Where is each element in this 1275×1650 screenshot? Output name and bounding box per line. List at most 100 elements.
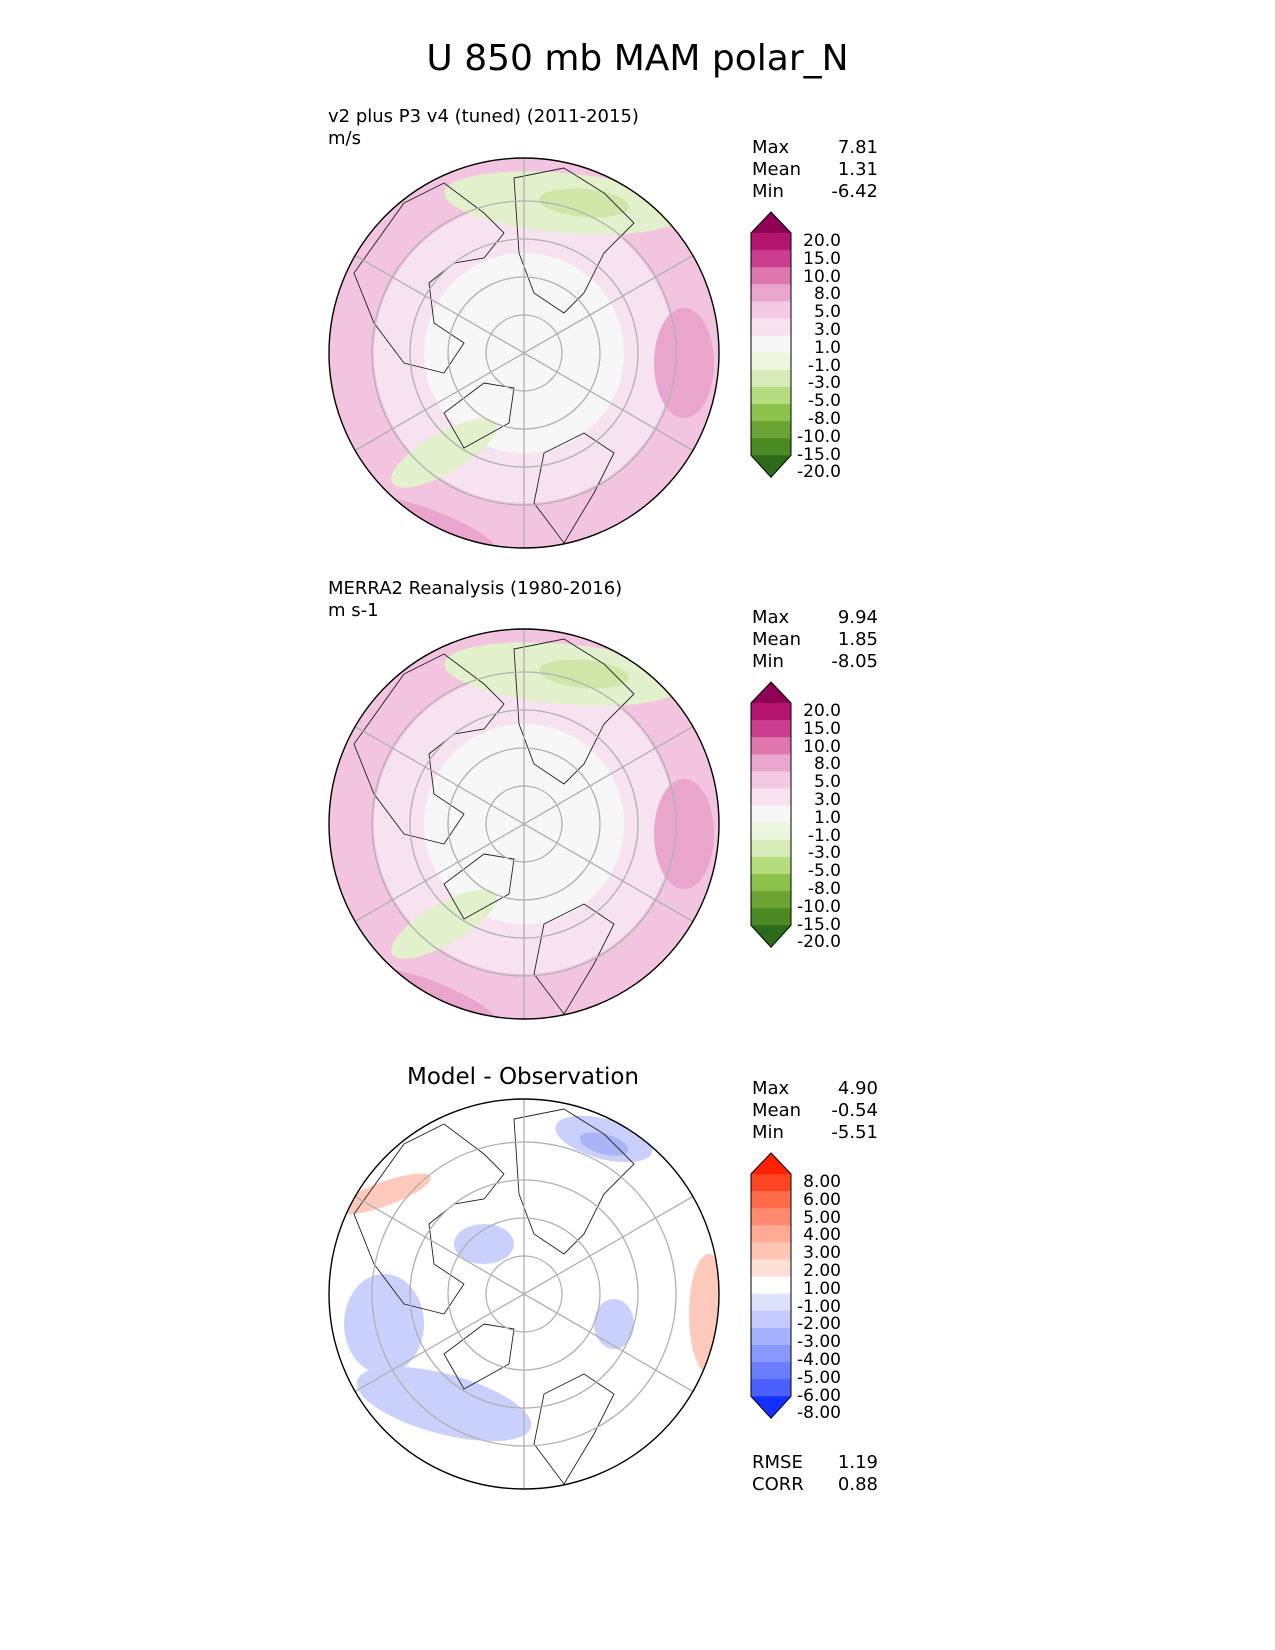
colorbar-tick-label: -3.00 <box>797 1332 841 1353</box>
colorbar-tick-label: -20.0 <box>797 932 841 953</box>
meridian-line <box>523 725 694 825</box>
colorbar-tick-label: -3.0 <box>807 373 841 394</box>
meridian-line <box>523 352 694 452</box>
max-label: Max <box>752 137 790 158</box>
field-negative-band <box>391 418 497 488</box>
panel-2-colorbar-ticks: 20.0 15.0 10.0 8.0 5.0 3.0 1.0 -1.0 -3.0 -5.0 -8.0… <box>793 702 841 953</box>
colorbar-tick-label: -8.0 <box>807 408 841 429</box>
min-value: -5.51 <box>831 1122 878 1143</box>
colorbar-segment <box>751 301 791 319</box>
panel-2-name: MERRA2 Reanalysis (1980-2016) <box>328 578 623 599</box>
panel-2-colorbar <box>750 681 792 949</box>
meridian-line <box>354 1195 525 1295</box>
map-boundary <box>328 157 720 549</box>
colorbar-segment <box>751 1208 791 1226</box>
coastline <box>353 653 505 845</box>
colorbar-tick-label: -4.00 <box>797 1349 841 1370</box>
colorbar-tick-label: 4.00 <box>803 1225 841 1246</box>
colorbar-tick-label: 8.00 <box>803 1172 841 1192</box>
panel-3-title: Model - Observation <box>406 1064 640 1090</box>
panel-3-colorbar <box>750 1152 792 1420</box>
colorbar-segment <box>751 1362 791 1380</box>
colorbar-tick-label: -5.0 <box>807 391 841 412</box>
colorbar-segment <box>751 720 791 738</box>
colorbar-segment <box>751 856 791 875</box>
colorbar-segment <box>751 1345 791 1363</box>
colorbar-tick-label: 1.0 <box>813 807 841 828</box>
max-value: 9.94 <box>837 607 878 628</box>
colorbar-segment <box>751 421 791 439</box>
colorbar-segment <box>751 737 791 755</box>
mean-label: Mean <box>752 159 802 180</box>
colorbar-segment <box>751 1276 791 1295</box>
mean-label: Mean <box>752 629 802 650</box>
meridian-line <box>354 352 525 452</box>
colorbar-segment <box>751 1225 791 1243</box>
field-strong-jet <box>654 308 714 418</box>
colorbar-segment <box>751 703 791 721</box>
colorbar-segment <box>751 1379 791 1397</box>
mean-value: 1.31 <box>837 159 878 180</box>
colorbar-segment <box>751 788 791 806</box>
meridian-line <box>354 1293 525 1393</box>
meridian-line <box>354 823 525 923</box>
panel-1-colorbar <box>750 211 792 479</box>
panel-1-name: v2 plus P3 v4 (tuned) (2011-2015) <box>328 106 639 127</box>
coastline <box>533 432 615 544</box>
min-label: Min <box>752 181 784 202</box>
colorbar-segment <box>751 754 791 772</box>
coastline <box>533 903 615 1015</box>
colorbar-tick-label: -5.0 <box>807 861 841 882</box>
min-label: Min <box>752 1122 784 1143</box>
panel-3-stats: Max 4.90 Mean -0.54 Min -5.51 <box>752 1078 878 1144</box>
coastline <box>353 182 505 374</box>
meridian-line <box>523 254 694 354</box>
colorbar-tick-label: 10.0 <box>803 266 841 287</box>
colorbar-extend-min <box>751 1396 791 1419</box>
colorbar-outline <box>750 1152 792 1420</box>
colorbar-segment <box>751 1191 791 1209</box>
colorbar-tick-label: 20.0 <box>803 231 841 251</box>
colorbar-segment <box>751 805 791 824</box>
colorbar-segment <box>751 352 791 371</box>
colorbar-segment <box>751 1242 791 1260</box>
corr-value: 0.88 <box>837 1474 878 1495</box>
colorbar-tick-label: 8.0 <box>813 754 841 775</box>
max-label: Max <box>752 607 790 628</box>
colorbar-tick-label: -1.00 <box>797 1296 841 1317</box>
colorbar-extend-max <box>751 682 791 703</box>
colorbar-tick-label: -20.0 <box>797 462 841 483</box>
max-value: 7.81 <box>837 137 878 158</box>
colorbar-segment <box>751 404 791 422</box>
colorbar-extend-max <box>751 1153 791 1174</box>
colorbar-extend-max <box>751 212 791 233</box>
colorbar-tick-label: 15.0 <box>803 718 841 739</box>
field-negative-anomaly <box>594 1299 634 1349</box>
colorbar-segment <box>751 438 791 456</box>
colorbar-tick-label: 2.00 <box>803 1260 841 1281</box>
panel-2-polar-map <box>328 628 720 1020</box>
field-negative-anomaly <box>454 1224 514 1264</box>
colorbar-segment <box>751 335 791 354</box>
colorbar-extend-min <box>751 455 791 478</box>
colorbar-tick-label: 1.00 <box>803 1278 841 1299</box>
colorbar-segment <box>751 250 791 268</box>
colorbar-tick-label: -15.0 <box>797 444 841 465</box>
colorbar-segment <box>751 233 791 251</box>
colorbar-tick-label: -1.0 <box>807 355 841 376</box>
colorbar-segment <box>751 267 791 285</box>
colorbar-segment <box>751 284 791 302</box>
colorbar-tick-label: 8.0 <box>813 284 841 305</box>
panel-1-units: m/s <box>328 128 361 149</box>
colorbar-tick-label: -8.00 <box>797 1403 841 1424</box>
mean-label: Mean <box>752 1100 802 1121</box>
colorbar-segment <box>751 908 791 926</box>
field-positive-anomaly <box>689 1254 719 1374</box>
figure-title: U 850 mb MAM polar_N <box>426 38 849 79</box>
coastline <box>513 167 635 314</box>
colorbar-tick-label: -8.0 <box>807 878 841 899</box>
colorbar-tick-label: -15.0 <box>797 914 841 935</box>
coastline <box>443 1323 515 1390</box>
coastline <box>513 638 635 785</box>
colorbar-segment <box>751 891 791 909</box>
